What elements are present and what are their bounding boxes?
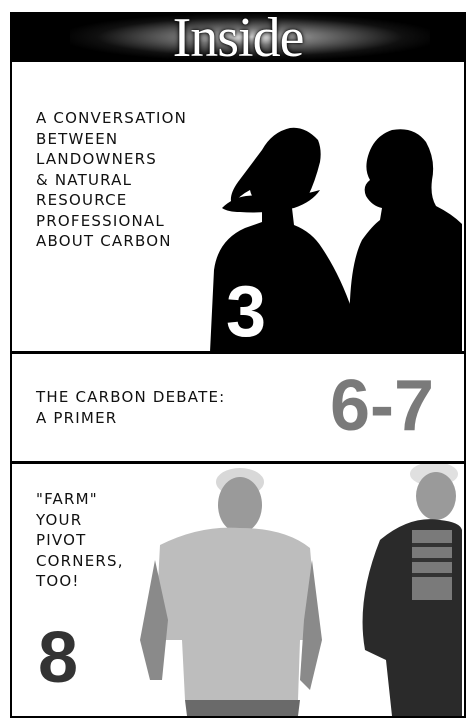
text-line: TOO! [36, 571, 124, 592]
divider [10, 461, 466, 464]
page-number: 3 [226, 276, 266, 348]
text-line: & NATURAL [36, 170, 187, 191]
text-line: CORNERS, [36, 551, 124, 572]
text-line: THE CARBON DEBATE: [36, 387, 225, 408]
inside-panel: Inside A CONVERSATIONBETWEENLANDOWNERS& … [0, 0, 466, 719]
header: Inside [10, 12, 466, 62]
text-line: BETWEEN [36, 129, 187, 150]
text-line: LANDOWNERS [36, 149, 187, 170]
page-number: 8 [38, 622, 78, 694]
page-number: 6-7 [330, 370, 434, 442]
text-line: PROFESSIONAL [36, 211, 187, 232]
text-line: "FARM" [36, 489, 124, 510]
text-line: YOUR [36, 510, 124, 531]
title: Inside [10, 12, 466, 62]
text-line: A CONVERSATION [36, 108, 187, 129]
item-text: THE CARBON DEBATE:A PRIMER [36, 387, 225, 428]
text-line: A PRIMER [36, 408, 225, 429]
text-line: ABOUT CARBON [36, 231, 187, 252]
page: {"header": {"title": "Inside"}, "items":… [0, 0, 466, 719]
text-line: PIVOT [36, 530, 124, 551]
text-line: RESOURCE [36, 190, 187, 211]
